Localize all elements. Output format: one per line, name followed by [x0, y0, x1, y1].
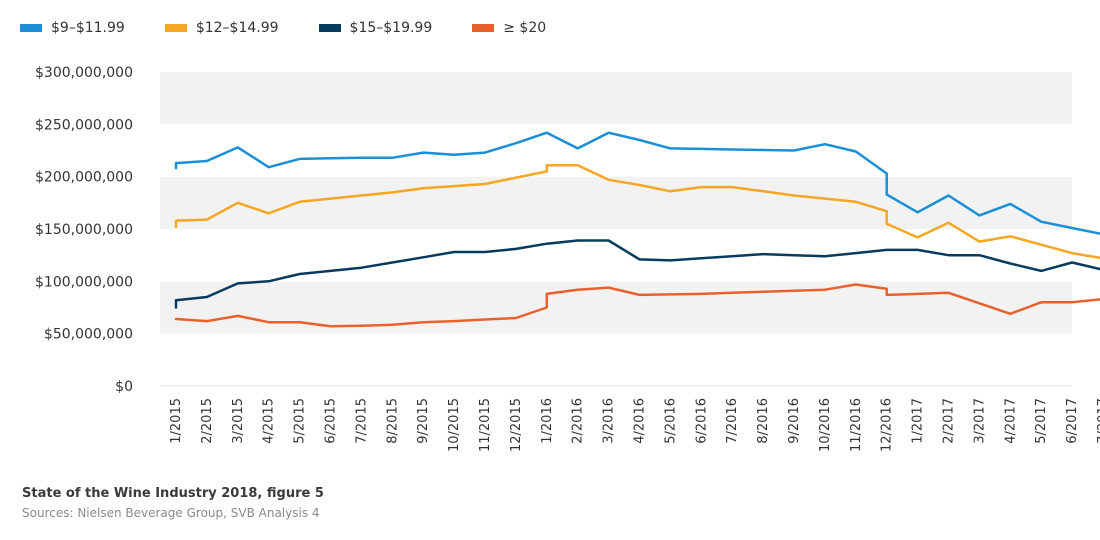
- legend-label: $12–$14.99: [195, 20, 279, 36]
- legend-swatch: [164, 24, 187, 32]
- x-tick-label: 3/2015: [231, 398, 246, 444]
- y-tick-label: $300,000,000: [35, 65, 133, 81]
- legend-item-3: $15–$19.99: [318, 20, 433, 36]
- x-tick-label: 5/2016: [663, 398, 678, 444]
- x-tick-label: 11/2015: [478, 398, 493, 452]
- x-tick-label: 10/2016: [818, 398, 833, 452]
- grid-band: [160, 124, 1072, 177]
- legend-item-1: $9–$11.99: [20, 20, 125, 36]
- x-tick-label: 9/2016: [787, 398, 802, 444]
- x-tick-label: 3/2016: [602, 398, 617, 444]
- x-tick-label: 6/2016: [694, 398, 709, 444]
- y-tick-label: $50,000,000: [44, 327, 133, 343]
- x-tick-label: 2/2015: [200, 398, 215, 444]
- legend-swatch: [472, 24, 495, 32]
- legend-item-4: ≥ $20: [472, 20, 546, 36]
- x-tick-label: 12/2016: [880, 398, 895, 452]
- series-line-4: [174, 283, 1100, 328]
- x-tick-label: 5/2015: [293, 398, 308, 444]
- x-tick-label: 4/2016: [633, 398, 648, 444]
- x-tick-label: 8/2016: [756, 398, 771, 444]
- x-tick-label: 7/2017: [1096, 398, 1100, 444]
- x-tick-label: 8/2015: [385, 398, 400, 444]
- x-tick-label: 1/2017: [911, 398, 926, 444]
- x-tick-label: 4/2017: [1003, 398, 1018, 444]
- legend-label: ≥ $20: [503, 20, 547, 36]
- x-tick-label: 9/2015: [416, 398, 431, 444]
- legend-swatch: [318, 24, 341, 32]
- y-tick-label: $200,000,000: [35, 170, 133, 186]
- legend-label: $15–$19.99: [349, 20, 433, 36]
- x-tick-label: 12/2015: [509, 398, 524, 452]
- series-line-3: [174, 239, 1100, 309]
- grid-band: [160, 176, 1072, 229]
- legend-label: $9–$11.99: [51, 20, 125, 36]
- figure-caption: State of the Wine Industry 2018, figure …: [22, 486, 324, 501]
- grid-band: [160, 333, 1072, 386]
- x-tick-label: 6/2017: [1065, 398, 1080, 444]
- series-line-1: [174, 131, 1100, 235]
- x-tick-label: 3/2017: [972, 398, 987, 444]
- x-tick-label: 11/2016: [849, 398, 864, 452]
- x-tick-label: 4/2015: [262, 398, 277, 444]
- legend-swatch: [20, 24, 42, 32]
- x-tick-label: 10/2015: [447, 398, 462, 452]
- x-tick-label: 1/2015: [169, 398, 184, 444]
- x-tick-label: 6/2015: [324, 398, 339, 444]
- source-note: Sources: Nielsen Beverage Group, SVB Ana…: [22, 506, 320, 520]
- y-tick-label: $150,000,000: [35, 222, 133, 238]
- x-tick-label: 5/2017: [1034, 398, 1049, 444]
- x-tick-label: 2/2017: [942, 398, 957, 444]
- x-tick-label: 1/2016: [540, 398, 555, 444]
- legend-item-2: $12–$14.99: [164, 20, 279, 36]
- line-chart: $0 $50,000,000 $100,000,000 $150,000,000 $20…: [35, 65, 1100, 452]
- y-tick-label: $250,000,000: [35, 117, 133, 133]
- y-tick-label: $100,000,000: [35, 274, 133, 290]
- x-tick-label: 2/2016: [571, 398, 586, 444]
- y-tick-label: $0: [115, 379, 133, 395]
- x-tick-label: 7/2015: [354, 398, 369, 444]
- grid-band: [160, 72, 1072, 125]
- chart-legend: $9–$11.99 $12–$14.99 $15–$19.99 ≥ $20: [20, 14, 586, 42]
- series-line-2: [174, 163, 1100, 260]
- x-tick-label: 7/2016: [725, 398, 740, 444]
